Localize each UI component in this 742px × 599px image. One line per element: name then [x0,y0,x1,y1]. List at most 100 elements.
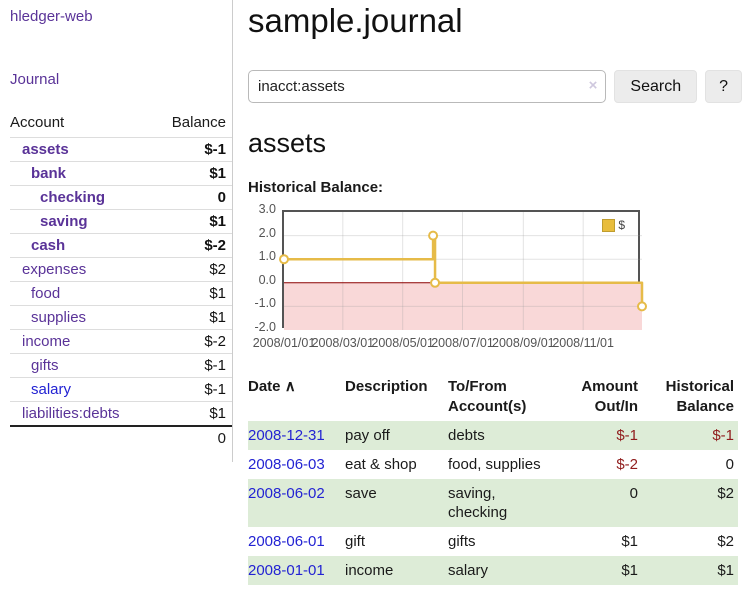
accounts-header-account: Account [10,114,65,131]
account-link[interactable]: food [31,285,61,302]
register-date-cell: 2008-12-31 [248,421,345,450]
account-link[interactable]: bank [31,165,67,182]
account-cell: supplies [10,305,154,330]
x-tick-label: 2008/09/01 [492,336,555,350]
journal-link[interactable]: Journal [10,71,60,88]
transaction-date-link[interactable]: 2008-12-31 [248,427,325,444]
sidebar: hledger-web Journal Account Balance asse… [0,0,233,462]
search-button[interactable]: Search [614,70,698,103]
chart-legend: $ [602,218,625,232]
account-link[interactable]: income [22,333,71,350]
register-table-body: 2008-12-31 pay off debts $-1 $-1 2008-06… [248,421,738,585]
y-tick-label: 1.0 [258,249,276,264]
x-tick-label: 2008/05/01 [371,336,434,350]
app-title-link[interactable]: hledger-web [10,8,93,25]
chart-canvas [279,212,647,330]
register-accounts-cell: debts [448,427,485,444]
y-tick-label: 0.0 [258,272,276,287]
account-heading: assets [248,128,327,158]
account-row: checking 0 [10,185,232,210]
account-cell: checking [10,185,154,210]
clear-search-icon[interactable]: × [588,77,598,94]
accounts-table: Account Balance assets $-1 bank $1 check… [10,112,232,450]
register-header-row: Date ∧ Description To/From Account(s) Am… [248,374,738,421]
register-amount-cell: $1 [621,533,638,550]
account-link[interactable]: gifts [31,357,59,374]
register-accounts-cell: salary [448,562,489,579]
chart-label: Historical Balance: [248,179,384,196]
register-row: 2008-01-01 income salary $1 $1 [248,556,738,585]
page-title: sample.journal [248,2,463,39]
account-row: bank $1 [10,161,232,186]
transaction-date-link[interactable]: 2008-01-01 [248,562,325,579]
accounts-header-balance: Balance [171,114,226,131]
account-cell: cash [10,233,154,258]
register-description-cell: income [345,562,394,579]
account-row: income $-2 [10,329,232,354]
transaction-date-link[interactable]: 2008-06-02 [248,485,325,502]
chart-plot-area: $ [279,210,647,330]
account-balance: $-2 [153,329,232,354]
register-amount-cell: $-2 [616,456,638,473]
account-row: cash $-2 [10,233,232,258]
account-cell: liabilities:debts [10,401,154,426]
y-tick-label: 3.0 [258,202,276,216]
register-description-cell: save [345,485,377,502]
transaction-date-link[interactable]: 2008-06-03 [248,456,325,473]
register-row: 2008-06-03 eat & shop food, supplies $-2… [248,450,738,479]
transaction-date-link[interactable]: 2008-06-01 [248,533,325,550]
search-input[interactable] [248,70,607,103]
account-balance: $-2 [153,233,232,258]
register-balance-cell: $2 [717,485,734,502]
account-link[interactable]: liabilities:debts [22,405,120,422]
account-cell: assets [10,137,154,162]
accounts-total-row: 0 [10,425,232,450]
app-title[interactable]: hledger-web [10,8,232,25]
account-cell: bank [10,161,154,186]
x-tick-label: 2008/01/01 [252,336,316,350]
accounts-total-value: 0 [153,425,232,450]
register-balance-cell: 0 [725,456,734,473]
register-amount-cell: 0 [629,485,638,502]
account-balance: $-1 [153,377,232,402]
legend-swatch-icon [602,218,616,232]
search-form: × Search ? [248,70,742,103]
register-date-cell: 2008-06-01 [248,527,345,556]
account-link[interactable]: salary [31,381,72,398]
register-header-balance: Historical Balance [665,378,734,415]
register-description-cell: pay off [345,427,390,444]
register-balance-cell: $1 [717,562,734,579]
register-date-cell: 2008-01-01 [248,556,345,585]
register-header-date[interactable]: Date ∧ [248,374,345,421]
account-link[interactable]: checking [40,189,106,206]
register-balance-cell: $-1 [712,427,734,444]
account-balance: $1 [153,401,232,426]
account-row: saving $1 [10,209,232,234]
sidebar-item-journal[interactable]: Journal [10,71,232,88]
account-link[interactable]: expenses [22,261,87,278]
y-tick-label: 2.0 [258,225,276,240]
register-description-cell: gift [345,533,366,550]
account-balance: $-1 [153,353,232,378]
x-tick-label: 2008/03/01 [311,336,375,350]
register-amount-cell: $1 [621,562,638,579]
register-header-description: Description [345,378,428,395]
account-link[interactable]: assets [22,141,69,158]
account-link[interactable]: saving [40,213,88,230]
sort-ascending-icon: ∧ [284,378,296,395]
account-link[interactable]: supplies [31,309,87,326]
y-tick-label: -2.0 [254,320,276,334]
account-balance: $1 [153,305,232,330]
register-date-cell: 2008-06-03 [248,450,345,479]
account-cell: food [10,281,154,306]
account-link[interactable]: cash [31,237,66,254]
account-row: food $1 [10,281,232,306]
account-balance: $1 [153,281,232,306]
account-balance: $1 [153,209,232,234]
account-row: assets $-1 [10,137,232,162]
register-amount-cell: $-1 [616,427,638,444]
register-table: Date ∧ Description To/From Account(s) Am… [248,374,738,585]
help-button[interactable]: ? [705,70,742,103]
account-balance: $1 [153,161,232,186]
account-cell: gifts [10,353,154,378]
